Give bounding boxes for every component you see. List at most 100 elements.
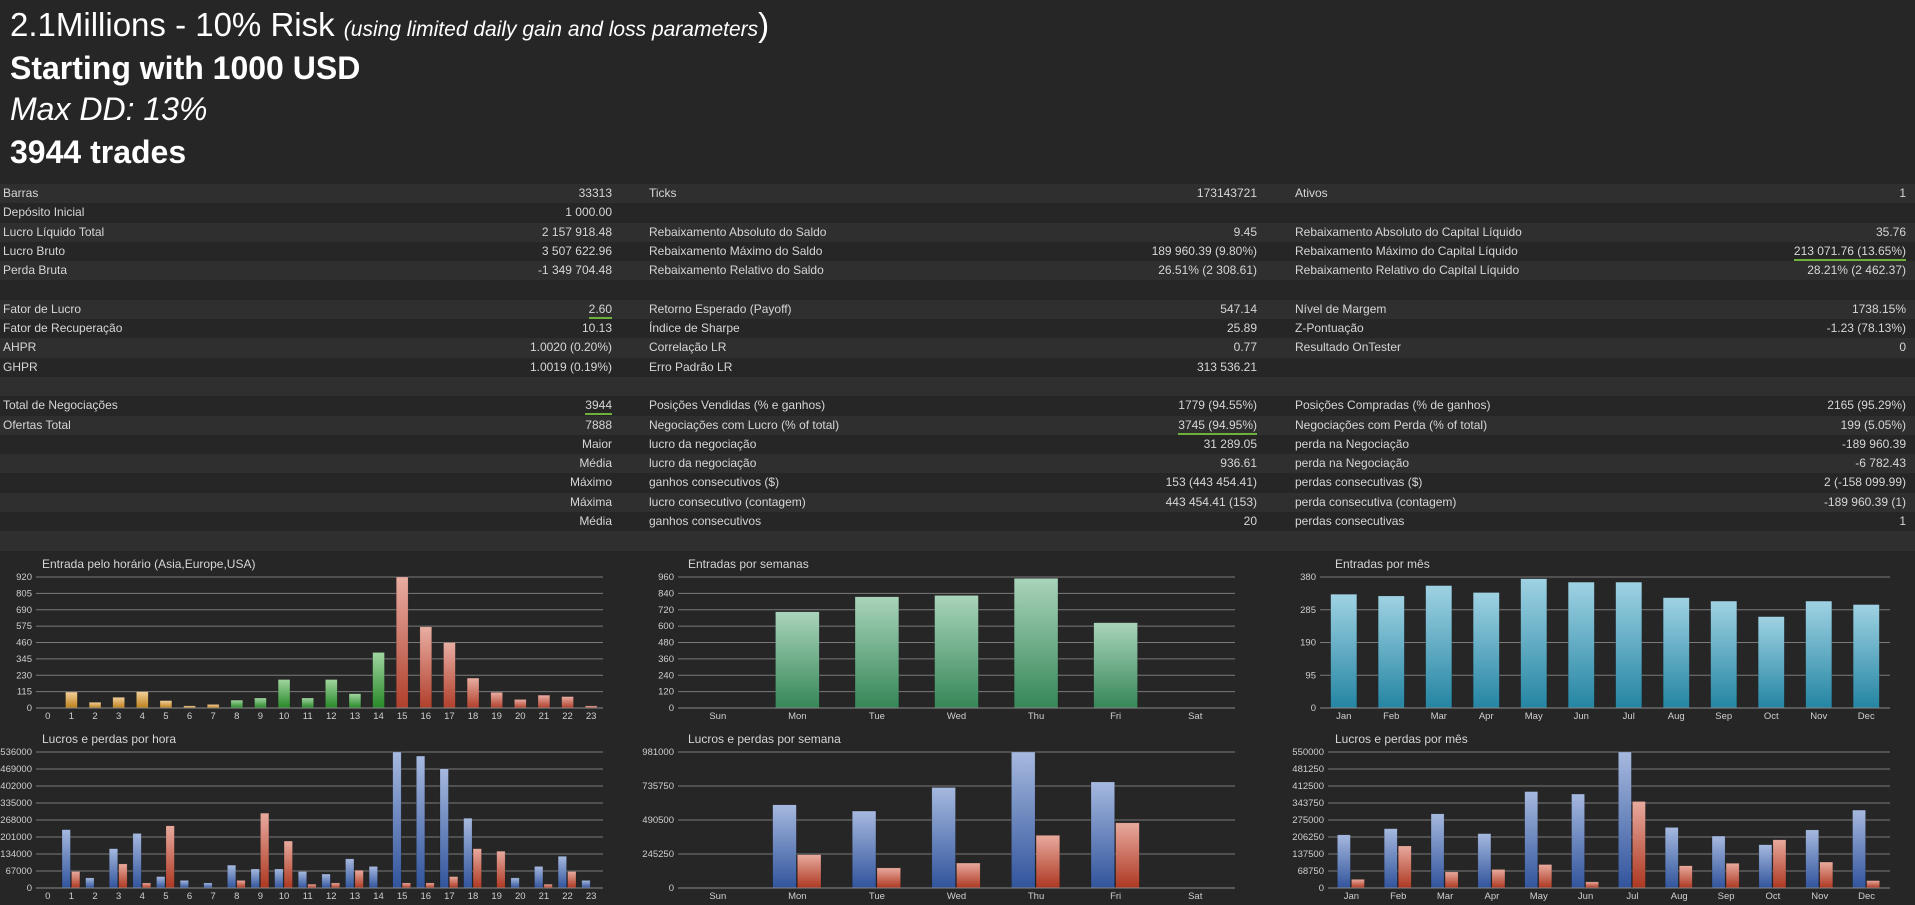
x-tick-label: 12 (326, 891, 337, 902)
x-tick-label: 14 (373, 711, 384, 722)
stats-value-3: 199 (5.05%) (1840, 417, 1906, 432)
stats-label-3: Z-Pontuação (1295, 321, 1364, 336)
loss-bar (876, 867, 901, 889)
y-tick-label: 412500 (1292, 781, 1324, 792)
bar (1472, 592, 1500, 709)
loss-bar (236, 880, 246, 889)
profit-bar (392, 751, 402, 889)
loss-bar (1491, 869, 1506, 889)
bar (1425, 585, 1453, 709)
bar (1757, 616, 1785, 709)
x-tick-label: 22 (562, 711, 573, 722)
y-tick-label: 360 (658, 654, 674, 665)
loss-bar (283, 840, 293, 889)
x-tick-label: Dec (1858, 711, 1875, 722)
loss-bar (1444, 871, 1459, 889)
y-tick-label: 960 (658, 572, 674, 583)
bar (934, 595, 979, 709)
y-tick-label: 230 (16, 670, 32, 681)
y-tick-label: 115 (17, 687, 32, 698)
profit-bar (1758, 844, 1773, 889)
profit-bar (581, 880, 591, 889)
bar (775, 611, 820, 709)
loss-bar (331, 882, 341, 889)
stats-label-1: Fator de Lucro (3, 301, 82, 316)
x-tick-label: 8 (234, 891, 239, 902)
stats-value-2: 20 (1243, 514, 1257, 529)
stats-value-2: 25.89 (1226, 321, 1257, 336)
x-tick-label: 7 (211, 711, 216, 722)
stats-value-2: 31 289.05 (1203, 436, 1257, 451)
stats-value-3: 2 (-158 099.99) (1823, 475, 1906, 490)
stats-value-1: 3 507 622.96 (541, 243, 612, 258)
chart-title: Lucros e perdas por hora (42, 732, 176, 746)
x-tick-label: Sat (1188, 711, 1203, 722)
title-subtitle: (using limited daily gain and loss param… (343, 18, 759, 41)
x-tick-label: 22 (562, 891, 573, 902)
stats-value-1: Máximo (569, 475, 612, 490)
bar (561, 696, 574, 709)
profit-bar (772, 804, 797, 889)
stats-label-2: Rebaixamento Máximo do Saldo (649, 243, 823, 258)
y-tick-label: 120 (658, 687, 674, 698)
bar (1093, 622, 1138, 709)
stats-row: Ofertas Total 7888 Negociações com Lucro (… (0, 415, 1915, 435)
stats-row: Total de Negociações 3944 Posições Vendida… (0, 396, 1915, 416)
stats-label-1: GHPR (3, 359, 38, 374)
y-tick-label: 490500 (642, 815, 674, 826)
x-tick-label: 12 (326, 711, 337, 722)
profit-bar (1618, 751, 1632, 889)
x-tick-label: Mar (1431, 711, 1447, 722)
stats-label-1: Total de Negociações (3, 398, 118, 413)
loss-bar (543, 883, 553, 889)
stats-value-1: Média (579, 514, 612, 529)
x-tick-label: Sep (1718, 891, 1735, 902)
x-tick-label: Mar (1437, 891, 1453, 902)
y-tick-label: 805 (16, 588, 32, 599)
x-tick-label: 5 (163, 711, 168, 722)
stats-label-1: Perda Bruta (3, 263, 68, 278)
bar (443, 642, 456, 709)
x-tick-label: 11 (303, 711, 313, 722)
stats-value-1: Máxima (569, 494, 612, 509)
stats-row: Lucro Bruto 3 507 622.96 Rebaixamento Máxi… (0, 241, 1915, 262)
x-tick-label: 2 (92, 711, 97, 722)
x-tick-label: 16 (421, 711, 432, 722)
loss-bar (956, 862, 981, 889)
stats-value-1: 10.13 (581, 321, 612, 336)
bar (419, 626, 432, 709)
loss-bar (118, 863, 128, 889)
x-tick-label: Jan (1336, 711, 1351, 722)
stats-value-1: 1 000.00 (565, 205, 612, 220)
stats-value-3: -1.23 (78.13%) (1826, 321, 1906, 336)
stats-label-2: Negociações com Lucro (% of total) (649, 417, 840, 432)
stats-row: Perda Bruta -1 349 704.48 Rebaixamento Rel… (0, 261, 1915, 281)
stats-row: AHPR 1.0020 (0.20%) Correlação LR 0.77 Resul… (0, 338, 1915, 358)
x-tick-label: Tue (869, 711, 885, 722)
x-tick-label: Feb (1390, 891, 1406, 902)
stats-value-2: 9.45 (1233, 224, 1257, 239)
x-tick-label: 3 (116, 891, 121, 902)
y-tick-label: 0 (27, 703, 32, 714)
loss-bar (1585, 881, 1599, 889)
stats-label-3: Rebaixamento Absoluto do Capital Líquido (1295, 224, 1522, 239)
bar (230, 699, 243, 709)
x-tick-label: 20 (515, 711, 526, 722)
y-tick-label: 268000 (0, 815, 32, 826)
loss-bar (567, 871, 577, 889)
stats-label-3: Nível de Margem (1295, 301, 1387, 316)
profit-bar (250, 868, 260, 889)
chart-title: Entradas por semanas (688, 557, 809, 571)
stats-label-2: Posições Vendidas (% e ganhos) (649, 398, 826, 413)
x-tick-label: 11 (303, 891, 313, 902)
x-tick-label: 19 (491, 711, 502, 722)
y-tick-label: 469000 (0, 764, 32, 775)
stats-label-3: perda consecutiva (contagem) (1295, 494, 1457, 509)
loss-bar (165, 825, 175, 889)
stats-row: Máxima lucro consecutivo (contagem) 443 45… (0, 492, 1915, 513)
profit-bar (557, 856, 567, 889)
x-tick-label: 6 (187, 711, 192, 722)
y-tick-label: 840 (658, 588, 674, 599)
profit-bar (1430, 813, 1445, 889)
stats-value-2: 3745 (94.95%) (1178, 418, 1257, 435)
